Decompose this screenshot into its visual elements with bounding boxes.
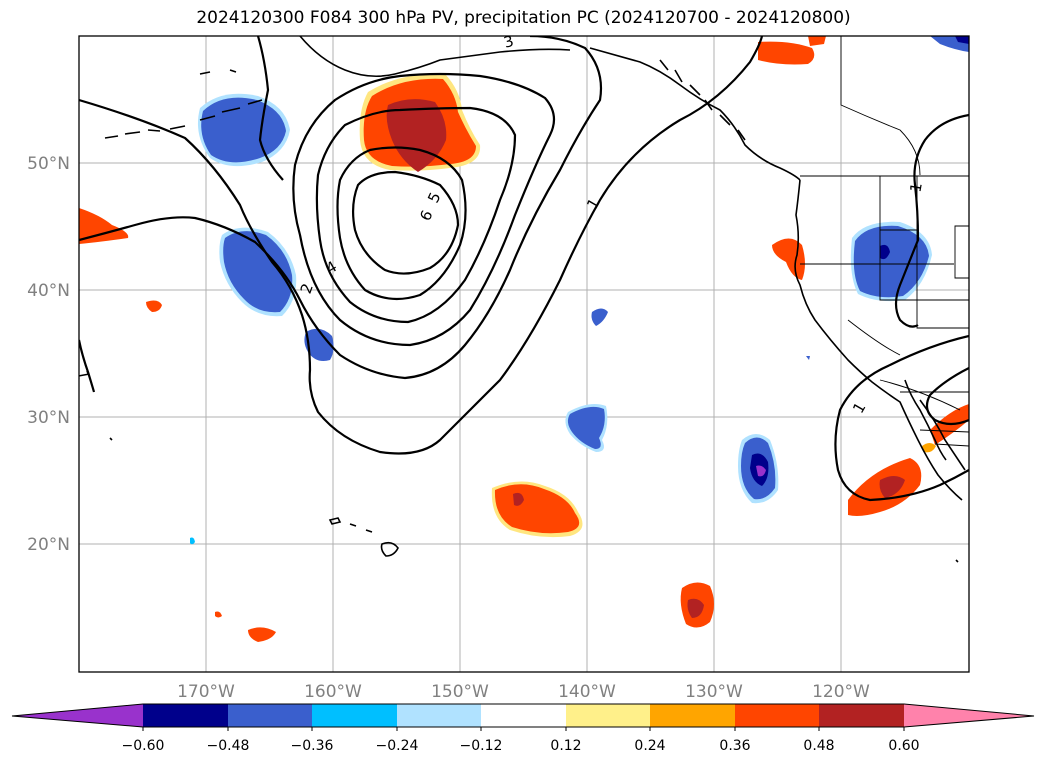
precip-positive-anomalies — [79, 36, 969, 642]
figure-title: 2024120300 F084 300 hPa PV, precipitatio… — [196, 8, 851, 28]
longitude-labels: 170°W 160°W 150°W 140°W 130°W 120°W — [177, 682, 870, 702]
colorbar-tick-label: 0.24 — [634, 738, 665, 754]
colorbar-tick-label: −0.24 — [376, 738, 419, 754]
contour-label: 3 — [502, 32, 516, 52]
colorbar-tick-label: 0.48 — [803, 738, 834, 754]
colorbar-tick-label: −0.60 — [122, 738, 165, 754]
colorbar-tick-label: −0.12 — [460, 738, 503, 754]
lat-label: 30°N — [27, 408, 70, 428]
colorbar-tick-label: −0.36 — [291, 738, 334, 754]
map-frame — [78, 35, 970, 673]
colorbar-segment — [228, 704, 312, 727]
lat-label: 20°N — [27, 535, 70, 555]
precip-negative-anomalies — [190, 36, 969, 545]
lon-label: 160°W — [304, 682, 362, 702]
lat-label: 40°N — [27, 281, 70, 301]
colorbar-segment — [12, 704, 143, 727]
contour-label: 1 — [73, 369, 92, 382]
colorbar-tick-label: 0.60 — [888, 738, 919, 754]
latitude-labels: 50°N 40°N 30°N 20°N — [27, 154, 70, 555]
colorbar-segment — [904, 704, 1034, 727]
lon-label: 120°W — [812, 682, 870, 702]
colorbar-tick-label: 0.12 — [550, 738, 581, 754]
colorbar-segment — [735, 704, 819, 727]
lon-label: 140°W — [558, 682, 616, 702]
colorbar-segment — [481, 704, 566, 727]
colorbar-tick-label: 0.36 — [719, 738, 750, 754]
colorbar-segment — [143, 704, 228, 727]
lat-label: 50°N — [27, 154, 70, 174]
lon-label: 130°W — [685, 682, 743, 702]
colorbar-segment — [566, 704, 650, 727]
colorbar-tick-label: −0.48 — [207, 738, 250, 754]
colorbar-segment — [650, 704, 735, 727]
lon-label: 150°W — [431, 682, 489, 702]
gridlines — [79, 36, 969, 672]
contour-label: 1 — [906, 181, 925, 194]
colorbar: −0.60 −0.48 −0.36 −0.24 −0.12 0.12 0.24 … — [11, 703, 1035, 754]
colorbar-segment — [819, 704, 904, 727]
colorbar-segment — [312, 704, 397, 727]
colorbar-segment — [397, 704, 481, 727]
lon-label: 170°W — [177, 682, 235, 702]
coastlines — [104, 36, 966, 563]
pv-contours — [79, 36, 969, 502]
